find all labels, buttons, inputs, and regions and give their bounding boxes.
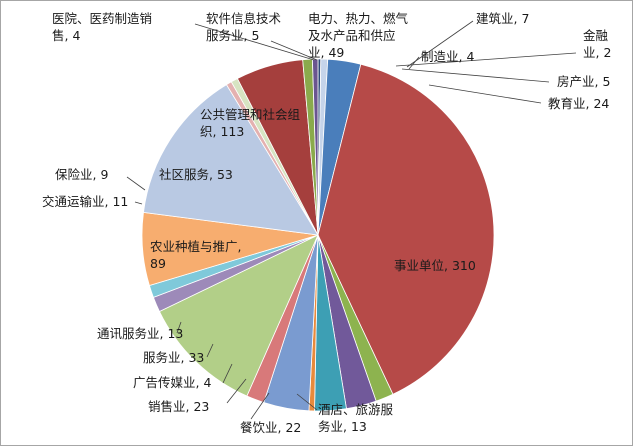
leader-line-15 xyxy=(194,23,315,61)
leader-line-11 xyxy=(134,201,143,205)
pie-slice-3 xyxy=(317,63,495,395)
leader-line-18 xyxy=(406,20,474,68)
leader-line-2 xyxy=(428,84,542,104)
data-label-3: 事业单位, 310 xyxy=(394,258,476,273)
leader-line-9 xyxy=(176,321,182,334)
data-label-8: 服务业, 33 xyxy=(143,350,204,365)
data-label-1: 房产业, 5 xyxy=(557,74,610,89)
data-label-10: 农业种植与推广, 89 xyxy=(150,239,241,271)
leader-lines xyxy=(126,20,577,420)
data-label-9: 通讯服务业, 13 xyxy=(97,326,183,341)
leader-line-0 xyxy=(395,52,577,67)
leader-line-12 xyxy=(126,176,146,191)
data-label-15: 医院、医药制造销售, 4 xyxy=(52,11,152,43)
data-label-13: 社区服务, 53 xyxy=(159,167,233,182)
data-label-6: 销售业, 23 xyxy=(148,399,209,414)
leader-line-16 xyxy=(270,40,318,61)
pie-slice-10 xyxy=(158,234,319,397)
data-label-18: 建筑业, 7 xyxy=(476,11,529,26)
data-label-11: 交通运输业, 11 xyxy=(42,194,128,209)
leader-line-6 xyxy=(226,378,247,404)
data-labels: 金融业, 2 房产业, 5 教育业, 24 事业单位, 310 酒店、旅游服务业, 13… xyxy=(42,11,611,435)
leader-line-4 xyxy=(296,393,318,411)
leader-line-8 xyxy=(206,343,214,358)
data-label-19: 制造业, 4 xyxy=(421,49,474,64)
data-label-4: 酒店、旅游服务业, 13 xyxy=(318,402,394,434)
data-label-2: 教育业, 24 xyxy=(548,96,609,111)
pie-slices xyxy=(141,58,495,412)
data-label-14: 公共管理和社会组织, 113 xyxy=(200,107,300,139)
leader-line-19 xyxy=(408,56,420,70)
data-label-0: 金融业, 2 xyxy=(583,28,611,60)
data-label-16: 软件信息技术服务业, 5 xyxy=(206,11,282,43)
pie-slice-14 xyxy=(143,84,319,236)
data-label-12: 保险业, 9 xyxy=(55,167,108,182)
leader-line-7 xyxy=(222,363,233,384)
leader-line-5 xyxy=(250,392,270,420)
data-label-5: 餐饮业, 22 xyxy=(240,420,301,435)
data-label-7: 广告传媒业, 4 xyxy=(133,375,211,390)
leader-line-1 xyxy=(401,68,550,83)
data-label-17: 电力、热力、燃气及水产品和供应业, 49 xyxy=(308,11,409,60)
